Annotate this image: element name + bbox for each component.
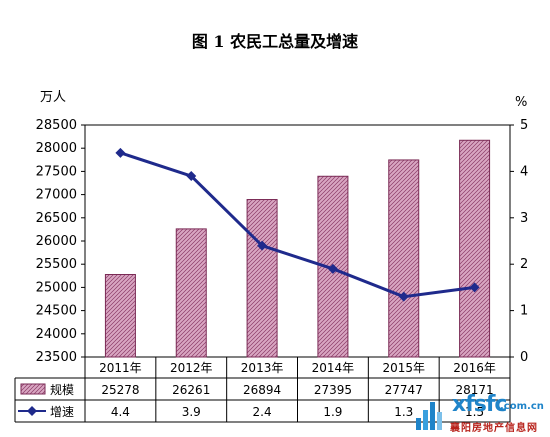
right-axis-tick-label: 5	[520, 118, 528, 133]
legend-line-marker	[27, 406, 37, 416]
bar-2012年	[175, 228, 207, 358]
left-axis-unit: 万人	[40, 90, 66, 105]
growth-value-label: 1.5	[465, 405, 484, 419]
bar-2013年	[246, 199, 278, 358]
growth-point-2011年	[115, 147, 126, 158]
left-axis-tick-label: 23500	[36, 350, 77, 365]
left-axis-tick-label: 24500	[36, 304, 77, 319]
watermark-subtitle: 襄阳房地产信息网	[450, 423, 538, 434]
category-label: 2016年	[453, 361, 496, 375]
category-label: 2013年	[241, 361, 284, 375]
growth-value-label: 1.9	[323, 405, 342, 419]
legend-line-label: 增速	[50, 405, 74, 419]
left-axis-tick-label: 25500	[36, 257, 77, 272]
left-axis-tick-label: 28000	[36, 141, 77, 156]
growth-point-2012年	[186, 171, 197, 182]
left-axis-tick-label: 26500	[36, 211, 77, 226]
watermark-logo-icon	[416, 402, 442, 430]
right-axis-tick-label: 4	[520, 164, 528, 179]
bar-2016年	[459, 139, 491, 358]
left-axis-tick-label: 24000	[36, 327, 77, 342]
category-label: 2014年	[312, 361, 355, 375]
left-axis-tick-label: 27500	[36, 164, 77, 179]
watermark-domain: .com.cn	[500, 401, 544, 412]
right-axis-tick-label: 2	[520, 257, 528, 272]
growth-value-label: 2.4	[253, 405, 272, 419]
category-label: 2015年	[382, 361, 425, 375]
bar-value-label: 26894	[243, 383, 281, 397]
bar-value-label: 25278	[101, 383, 139, 397]
bar-2011年	[104, 274, 136, 358]
category-label: 2011年	[99, 361, 142, 375]
growth-point-2014年	[327, 263, 338, 274]
category-label: 2012年	[170, 361, 213, 375]
watermark: xfsfc .com.cn 襄阳房地产信息网	[412, 392, 548, 436]
bar-value-label: 27747	[385, 383, 423, 397]
legend-bar-swatch	[20, 383, 46, 395]
growth-point-2016年	[469, 282, 480, 293]
right-axis-tick-label: 1	[520, 304, 528, 319]
chart-title: 图 1 农民工总量及增速	[191, 32, 359, 51]
growth-value-label: 4.4	[111, 405, 130, 419]
watermark-logo: xfsfc	[452, 392, 507, 417]
right-axis-tick-label: 3	[520, 211, 528, 226]
bar-value-label: 27395	[314, 383, 352, 397]
bar-value-label: 28171	[455, 383, 493, 397]
plot-frame	[84, 124, 511, 358]
left-axis-tick-label: 28500	[36, 118, 77, 133]
growth-point-2015年	[398, 291, 409, 302]
right-axis-tick-label: 0	[520, 350, 528, 365]
right-axis-unit: %	[515, 95, 527, 110]
growth-line	[119, 151, 475, 299]
left-axis-tick-label: 27000	[36, 188, 77, 203]
growth-value-label: 3.9	[182, 405, 201, 419]
bar-2015年	[388, 159, 420, 358]
growth-value-label: 1.3	[394, 405, 413, 419]
left-axis-tick-label: 25000	[36, 280, 77, 295]
bar-value-label: 26261	[172, 383, 210, 397]
growth-point-2013年	[257, 240, 268, 251]
legend-bar-label: 规模	[50, 382, 74, 397]
left-axis-tick-label: 26000	[36, 234, 77, 249]
